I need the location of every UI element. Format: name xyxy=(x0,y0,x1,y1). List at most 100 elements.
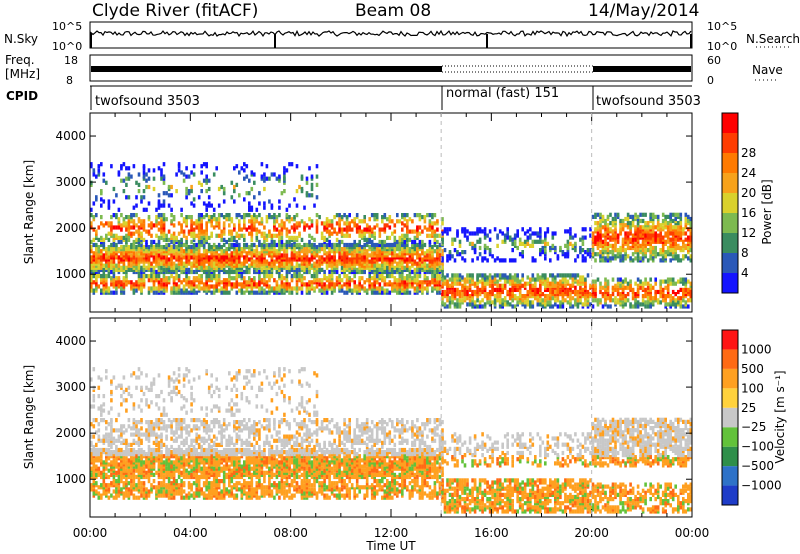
echo-cell xyxy=(687,237,690,242)
echo-cell xyxy=(333,249,336,254)
echo-cell xyxy=(626,223,630,228)
echo-cell xyxy=(531,283,535,288)
echo-cell xyxy=(561,292,565,297)
echo-cell xyxy=(160,219,163,224)
echo-cell xyxy=(433,237,437,242)
echo-cell xyxy=(142,278,146,283)
echo-cell xyxy=(240,261,244,266)
echo-cell xyxy=(187,231,191,236)
echo-cell xyxy=(594,298,597,303)
echo-cell xyxy=(343,242,346,248)
echo-cell xyxy=(629,223,632,228)
echo-cell xyxy=(125,242,128,248)
echo-cell xyxy=(393,276,397,281)
echo-cell xyxy=(160,282,163,287)
echo-cell xyxy=(217,288,221,293)
echo-cell xyxy=(411,219,414,224)
echo-cell xyxy=(649,241,652,246)
echo-cell xyxy=(566,239,570,244)
echo-cell xyxy=(601,239,605,244)
echo-cell xyxy=(130,280,133,285)
echo-cell xyxy=(529,227,532,232)
echo-cell xyxy=(604,245,607,251)
echo-cell xyxy=(363,227,366,232)
echo-cell xyxy=(458,243,462,248)
echo-cell xyxy=(483,256,487,261)
echo-cell xyxy=(621,254,625,259)
echo-cell xyxy=(228,229,231,234)
echo-cell xyxy=(433,249,437,254)
echo-cell xyxy=(177,249,181,254)
echo-cell xyxy=(687,214,690,219)
echo-cell xyxy=(546,300,550,305)
echo-cell xyxy=(278,235,281,240)
echo-cell xyxy=(609,243,612,248)
echo-cell xyxy=(569,273,572,278)
echo-cell xyxy=(684,223,688,228)
echo-cell xyxy=(283,282,286,287)
echo-cell xyxy=(566,292,570,297)
echo-cell xyxy=(501,239,504,244)
echo-cell xyxy=(280,227,284,232)
echo-cell xyxy=(591,298,595,303)
echo-cell xyxy=(363,286,366,291)
echo-cell xyxy=(373,274,376,279)
echo-cell xyxy=(120,178,123,183)
echo-cell xyxy=(105,466,108,471)
echo-cell xyxy=(436,267,439,272)
echo-cell xyxy=(539,279,542,284)
echo-cell xyxy=(172,290,176,295)
echo-cell xyxy=(421,242,424,248)
echo-cell xyxy=(654,237,657,242)
echo-cell xyxy=(549,258,552,263)
echo-cell xyxy=(293,227,296,232)
echo-cell xyxy=(436,245,439,250)
echo-cell xyxy=(381,245,384,250)
echo-cell xyxy=(95,274,98,279)
echo-cell xyxy=(313,249,316,254)
echo-cell xyxy=(383,288,387,293)
echo-cell xyxy=(110,290,113,295)
echo-cell xyxy=(448,300,452,305)
echo-cell xyxy=(187,191,191,196)
echo-cell xyxy=(202,259,206,264)
echo-cell xyxy=(115,193,118,198)
echo-cell xyxy=(217,269,221,275)
echo-cell xyxy=(137,231,141,236)
echo-cell xyxy=(544,233,547,238)
echo-cell xyxy=(310,193,314,198)
echo-cell xyxy=(120,251,123,256)
echo-cell xyxy=(205,227,208,232)
echo-cell xyxy=(230,245,234,250)
echo-cell xyxy=(263,231,266,236)
colorbar-swatch xyxy=(722,233,738,253)
echo-cell xyxy=(220,286,223,291)
echo-cell xyxy=(333,247,336,252)
echo-cell xyxy=(187,284,191,289)
echo-cell xyxy=(300,286,304,291)
echo-cell xyxy=(611,248,615,253)
echo-cell xyxy=(320,255,324,260)
echo-cell xyxy=(147,290,151,295)
echo-cell xyxy=(581,235,585,240)
echo-cell xyxy=(330,245,334,250)
echo-cell xyxy=(280,235,284,240)
echo-cell xyxy=(431,245,434,250)
echo-cell xyxy=(458,281,462,286)
echo-cell xyxy=(656,289,660,295)
echo-cell xyxy=(120,235,123,240)
echo-cell xyxy=(142,274,146,279)
echo-cell xyxy=(335,247,339,252)
echo-cell xyxy=(318,261,321,266)
colorbar-tick-label: 4 xyxy=(741,266,749,280)
echo-cell xyxy=(496,256,499,261)
echo-cell xyxy=(140,242,143,248)
echo-cell xyxy=(496,287,499,292)
echo-cell xyxy=(140,282,143,287)
echo-cell xyxy=(606,296,610,301)
echo-cell xyxy=(308,225,311,230)
echo-cell xyxy=(127,166,131,171)
echo-cell xyxy=(125,249,128,254)
echo-cell xyxy=(398,251,402,256)
echo-cell xyxy=(288,242,291,248)
